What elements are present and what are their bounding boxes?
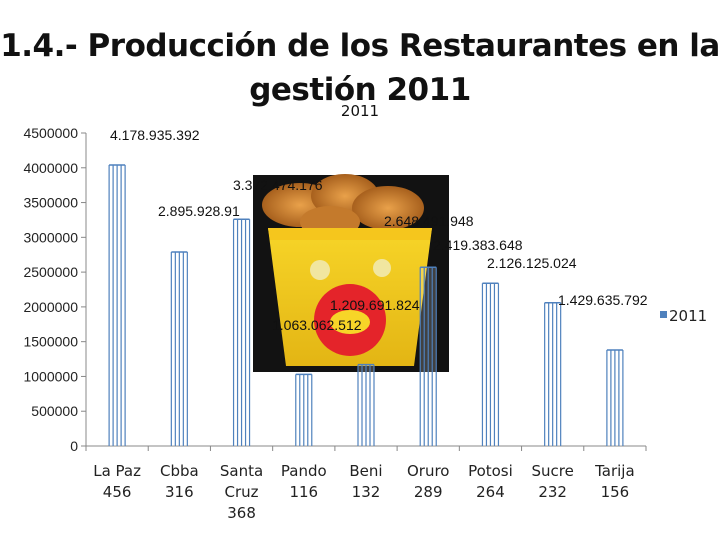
bar	[170, 251, 188, 446]
bar	[544, 301, 562, 446]
chart-title: 1.4.- Producción de los Restaurantes en …	[0, 28, 720, 108]
y-tick-label: 0	[70, 438, 78, 454]
y-tick-label: 2500000	[23, 264, 78, 280]
data-label: 1.209.691.824	[330, 297, 420, 313]
data-label: 2.126.125.024	[487, 255, 577, 271]
y-tick-label: 1000000	[23, 368, 78, 384]
legend-swatch	[660, 311, 667, 318]
data-label: 3.372.474.176	[233, 177, 323, 193]
bar	[108, 164, 126, 447]
data-label: 1.429.635.792	[558, 292, 648, 308]
data-label: 1.063.062.512	[272, 317, 362, 333]
legend: 2011	[660, 307, 707, 325]
x-tick-label: Sucre 232	[531, 462, 573, 501]
y-tick-label: 4500000	[23, 125, 78, 141]
bar	[232, 218, 251, 446]
bar	[357, 363, 375, 446]
data-label: 2.419.383.648	[433, 237, 523, 253]
legend-label: 2011	[669, 307, 707, 325]
bar	[481, 282, 500, 446]
x-tick-label: Cbba 316	[160, 462, 199, 501]
y-tick-label: 1500000	[23, 334, 78, 350]
chart-subtitle: 2011	[341, 102, 379, 120]
data-label: 2.895.928.91	[158, 203, 240, 219]
y-tick-label: 3000000	[23, 229, 78, 245]
data-label: 2.648.491.948	[384, 213, 474, 229]
bar	[419, 266, 437, 446]
y-tick-label: 3500000	[23, 195, 78, 211]
x-tick-label: Potosi 264	[468, 462, 513, 501]
y-tick-label: 4000000	[23, 160, 78, 176]
x-tick-label: Beni 132	[349, 462, 382, 501]
x-tick-label: Oruro 289	[407, 462, 450, 501]
y-tick-label: 2000000	[23, 299, 78, 315]
bar	[606, 349, 624, 446]
x-tick-label: La Paz 456	[93, 462, 141, 501]
fried-chicken-bucket-icon	[253, 174, 449, 372]
bar	[295, 373, 313, 446]
data-label: 4.178.935.392	[110, 127, 200, 143]
x-tick-label: Pando 116	[281, 462, 327, 501]
y-tick-label: 500000	[31, 403, 78, 419]
x-tick-label: Santa Cruz 368	[220, 462, 263, 522]
x-tick-label: Tarija 156	[594, 462, 635, 501]
